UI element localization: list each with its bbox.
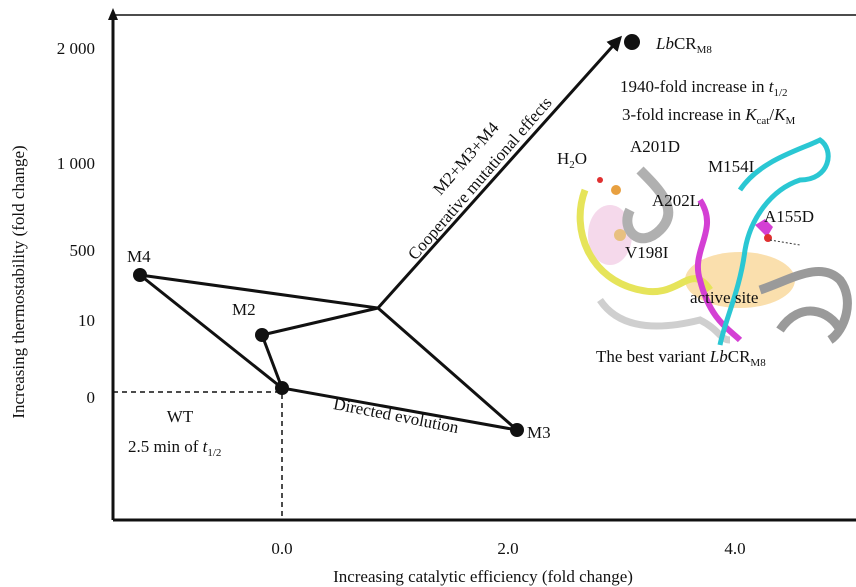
x-tick-label: 2.0 [497,539,518,558]
annotation-sub: cat [757,115,770,127]
evolution-path [134,272,523,433]
wt-note-sub: 1/2 [207,447,221,459]
loop [694,198,743,343]
annotation-text: 3-fold increase in [622,105,745,124]
best-sub: M8 [697,44,713,56]
node-label: M4 [127,247,151,266]
atom [764,234,772,242]
residue [611,185,621,195]
wt-note-text: 2.5 min of [128,437,203,456]
inset-label: A155D [764,207,814,226]
annotation: 1940-fold increase in t1/2 [620,77,788,99]
y-tick-label: 10 [78,311,95,330]
pocket [588,205,632,265]
annotation: 3-fold increase in Kcat/KM [622,105,795,127]
inset-caption: The best variant LbCRM8 [596,347,766,369]
x-tick-label: 0.0 [271,539,292,558]
best-main: CR [674,34,697,53]
annotation-var: K [744,105,758,124]
inset-label: A202L [652,191,700,210]
annotation-text: 1940-fold increase in [620,77,769,96]
loop [717,137,831,346]
protein-inset [576,137,852,346]
arrow-label: Cooperative mutational effects [404,93,556,263]
wt-label: WT [167,407,194,426]
inset-label: M154I [708,157,755,176]
wt-guide [113,391,283,520]
caption-main: CR [728,347,751,366]
water-end: O [575,149,587,168]
inset-label: active site [690,288,758,307]
annotation-var: t [769,77,775,96]
m2-path [259,306,379,389]
x-axis-title: Increasing catalytic efficiency (fold ch… [333,567,633,586]
inset-label: V198I [625,243,669,262]
helix [576,188,713,296]
water [597,177,603,183]
annotation-var: K [773,105,787,124]
node [133,268,147,282]
y-tick-label: 500 [70,241,96,260]
caption-italic: Lb [709,347,728,366]
inset-label: A201D [630,137,680,156]
x-tick-label: 4.0 [724,539,745,558]
helix [758,266,852,344]
y-tick-label: 1 000 [57,154,95,173]
helix [622,166,674,244]
inset-label: H2O [557,149,587,171]
water-sub: 2 [569,159,575,171]
node [624,34,640,50]
cooperative-arrow [376,35,623,310]
wt-note-var: t [203,437,209,456]
y-axis-arrow [108,8,118,20]
residue [755,219,773,237]
y-tick-label: 2 000 [57,39,95,58]
annotation-slash: / [769,105,774,124]
y-axis-title: Increasing thermostability (fold change) [9,145,28,418]
node [510,423,524,437]
residue [614,229,626,241]
node-label: M3 [527,423,551,442]
caption-text: The best variant [596,347,710,366]
node-label: M2 [232,300,256,319]
wt-note: 2.5 min of t1/2 [128,437,221,459]
best-italic: Lb [655,34,674,53]
node [255,328,269,342]
water-main: H [557,149,569,168]
annotation-sub: 1/2 [773,87,787,99]
y-tick-label: 0 [87,388,96,407]
best-label: LbCRM8 [655,34,712,56]
h-bond [769,239,801,246]
path-label: Directed evolution [332,394,461,437]
caption-sub: M8 [750,357,766,369]
annotation-sub: M [785,115,795,127]
node [275,381,289,395]
